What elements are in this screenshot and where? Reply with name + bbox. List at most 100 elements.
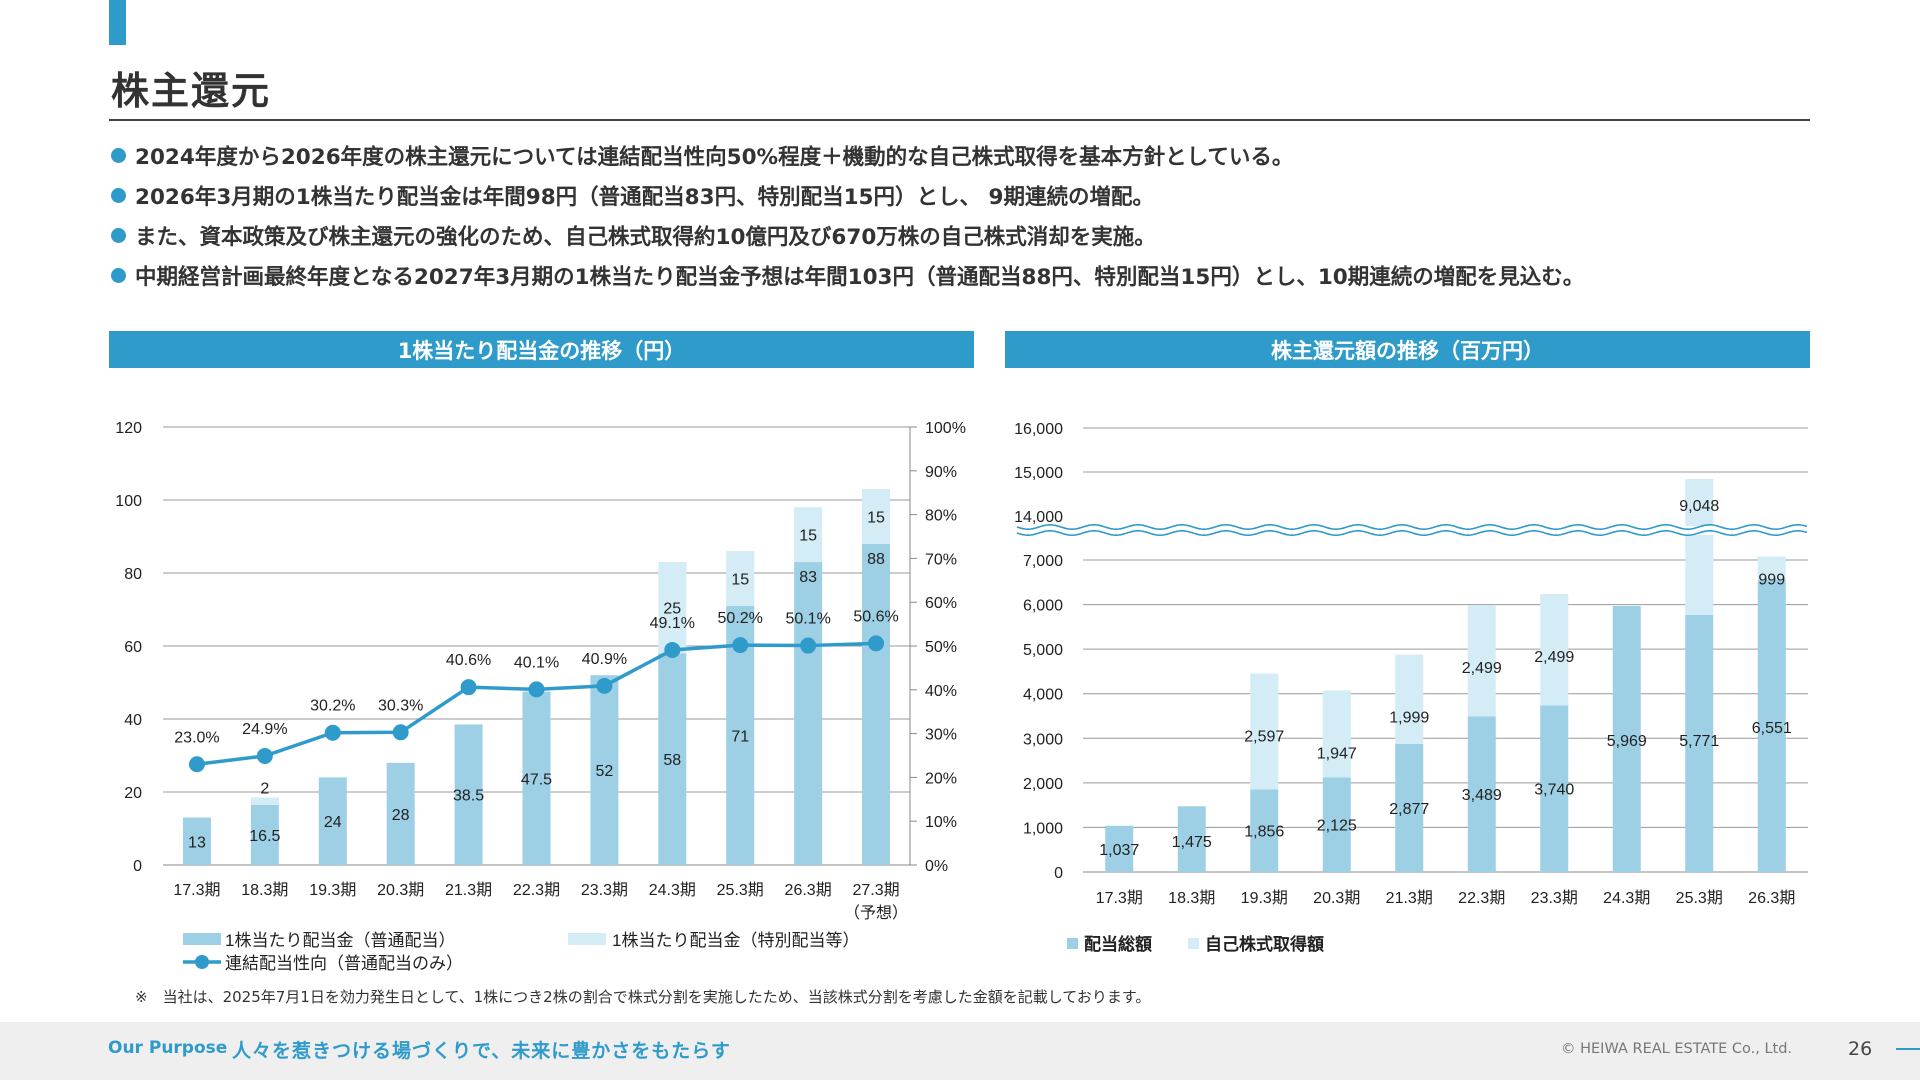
legend-swatch-regular — [183, 933, 221, 945]
buyback-value-label: 2,499 — [1534, 649, 1574, 666]
bar-dividend-total — [1757, 580, 1786, 872]
payout-ratio-label: 40.6% — [446, 652, 491, 669]
axis-break-gap — [1015, 526, 1810, 535]
buyback-value-label: 999 — [1758, 572, 1785, 589]
payout-ratio-point — [868, 635, 885, 652]
special-value-label: 25 — [663, 601, 681, 618]
x-tick-label: 24.3期 — [649, 881, 696, 899]
dividend-chart-header: 1株当たり配当金の推移（円） — [109, 331, 974, 368]
bar-buyback — [1757, 556, 1786, 581]
y2-tick-label: 30% — [925, 727, 957, 744]
y2-tick-label: 60% — [925, 595, 957, 612]
special-value-label: 15 — [799, 528, 817, 545]
payout-ratio-label: 40.9% — [582, 651, 627, 668]
y-tick-label: 14,000 — [1014, 509, 1063, 526]
legend-swatch-buyback — [1188, 938, 1199, 949]
axis-break-wave — [1016, 529, 1808, 537]
payout-ratio-label: 50.6% — [853, 608, 898, 625]
bullet-item: 2026年3月期の1株当たり配当金は年間98円（普通配当83円、特別配当15円）… — [111, 175, 1811, 215]
x-tick-label: 17.3期 — [1096, 889, 1143, 907]
payout-ratio-point — [528, 681, 545, 698]
footnote: ※ 当社は、2025年7月1日を効力発生日として、1株につき2株の割合で株式分割… — [135, 988, 1151, 1006]
y-tick-label: 80 — [124, 566, 142, 583]
bar-special — [250, 797, 279, 805]
bar-dividend-total — [1685, 614, 1714, 872]
bar-regular — [182, 817, 211, 865]
payout-ratio-label: 40.1% — [514, 654, 559, 671]
x-tick-label: 20.3期 — [1313, 889, 1360, 907]
y-tick-label: 0 — [1054, 865, 1063, 882]
y2-tick-label: 100% — [925, 420, 966, 437]
payout-ratio-label: 50.2% — [718, 610, 763, 627]
y2-tick-label: 40% — [925, 683, 957, 700]
payout-ratio-point — [732, 637, 749, 654]
bar-buyback — [1467, 605, 1496, 717]
bullet-text: 2026年3月期の1株当たり配当金は年間98円（普通配当83円、特別配当15円）… — [135, 184, 1154, 210]
dividend-total-value-label: 5,969 — [1607, 733, 1647, 750]
bar-dividend-total — [1467, 716, 1496, 872]
x-tick-label: 22.3期 — [1458, 889, 1505, 907]
payout-ratio-label: 30.3% — [378, 697, 423, 714]
legend-swatch-dividend — [1067, 938, 1078, 949]
bar-regular — [658, 653, 687, 865]
y2-tick-label: 90% — [925, 464, 957, 481]
y-tick-label: 40 — [124, 712, 142, 729]
buyback-value-label: 1,947 — [1317, 746, 1357, 763]
bar-special — [726, 551, 755, 606]
payout-ratio-point — [596, 677, 613, 694]
regular-value-label: 71 — [731, 728, 749, 745]
payout-ratio-point — [800, 637, 817, 654]
payout-ratio-point — [324, 724, 341, 741]
x-tick-label: 19.3期 — [1241, 889, 1288, 907]
footer-band — [0, 1022, 1920, 1080]
payout-ratio-label: 24.9% — [242, 721, 287, 738]
bullet-item: また、資本政策及び株主還元の強化のため、自己株式取得約10億円及び670万株の自… — [111, 215, 1811, 255]
bar-special — [862, 489, 891, 544]
bar-dividend-total — [1612, 605, 1641, 872]
page-title: 株主還元 — [111, 69, 272, 113]
special-value-label: 15 — [867, 509, 885, 526]
bullet-dot-icon — [111, 187, 126, 203]
bullet-text: また、資本政策及び株主還元の強化のため、自己株式取得約10億円及び670万株の自… — [135, 224, 1156, 250]
y-tick-label: 7,000 — [1023, 553, 1063, 570]
footer-copyright: © HEIWA REAL ESTATE Co., Ltd. — [1561, 1041, 1793, 1057]
bar-special — [658, 562, 687, 654]
regular-value-label: 83 — [799, 569, 817, 586]
bar-regular — [250, 804, 279, 865]
y-tick-label: 120 — [115, 420, 142, 437]
x-tick-label: 26.3期 — [1748, 889, 1795, 907]
dividend-total-value-label: 1,856 — [1244, 824, 1284, 841]
bar-special — [794, 507, 823, 563]
legend-marker-payout — [195, 955, 209, 969]
y2-tick-label: 0% — [925, 858, 948, 875]
bar-buyback — [1250, 673, 1279, 790]
buyback-value-label: 2,597 — [1244, 729, 1284, 746]
y-tick-label: 6,000 — [1023, 598, 1063, 615]
dividend-total-value-label: 6,551 — [1752, 720, 1792, 737]
dividend-total-value-label: 5,771 — [1679, 733, 1719, 750]
x-tick-label: 22.3期 — [513, 881, 560, 899]
page-number: 26 — [1848, 1038, 1873, 1060]
title-divider — [109, 119, 1810, 121]
dividend-total-value-label: 1,475 — [1172, 834, 1212, 851]
y-tick-label: 1,000 — [1023, 820, 1063, 837]
y2-tick-label: 50% — [925, 639, 957, 656]
bullet-item: 中期経営計画最終年度となる2027年3月期の1株当たり配当金予想は年間103円（… — [111, 255, 1811, 295]
footer-purpose-label: Our Purpose — [108, 1038, 228, 1058]
y2-tick-label: 20% — [925, 770, 957, 787]
x-tick-label: 27.3期 — [852, 881, 899, 899]
y-tick-label: 3,000 — [1023, 731, 1063, 748]
y-tick-label: 60 — [124, 639, 142, 656]
special-value-label: 15 — [731, 571, 749, 588]
legend-label-buyback: 自己株式取得額 — [1205, 934, 1324, 954]
y2-tick-label: 70% — [925, 551, 957, 568]
bar-dividend-total — [1250, 789, 1279, 872]
buyback-value-label: 9,048 — [1679, 498, 1719, 515]
bar-buyback — [1395, 654, 1424, 744]
x-tick-label: 19.3期 — [309, 881, 356, 899]
payout-ratio-point — [460, 679, 477, 696]
x-tick-label: 18.3期 — [241, 881, 288, 899]
footer-tagline: 人々を惹きつける場づくりで、未来に豊かさをもたらす — [232, 1040, 731, 1062]
footer-dash — [1896, 1048, 1920, 1050]
